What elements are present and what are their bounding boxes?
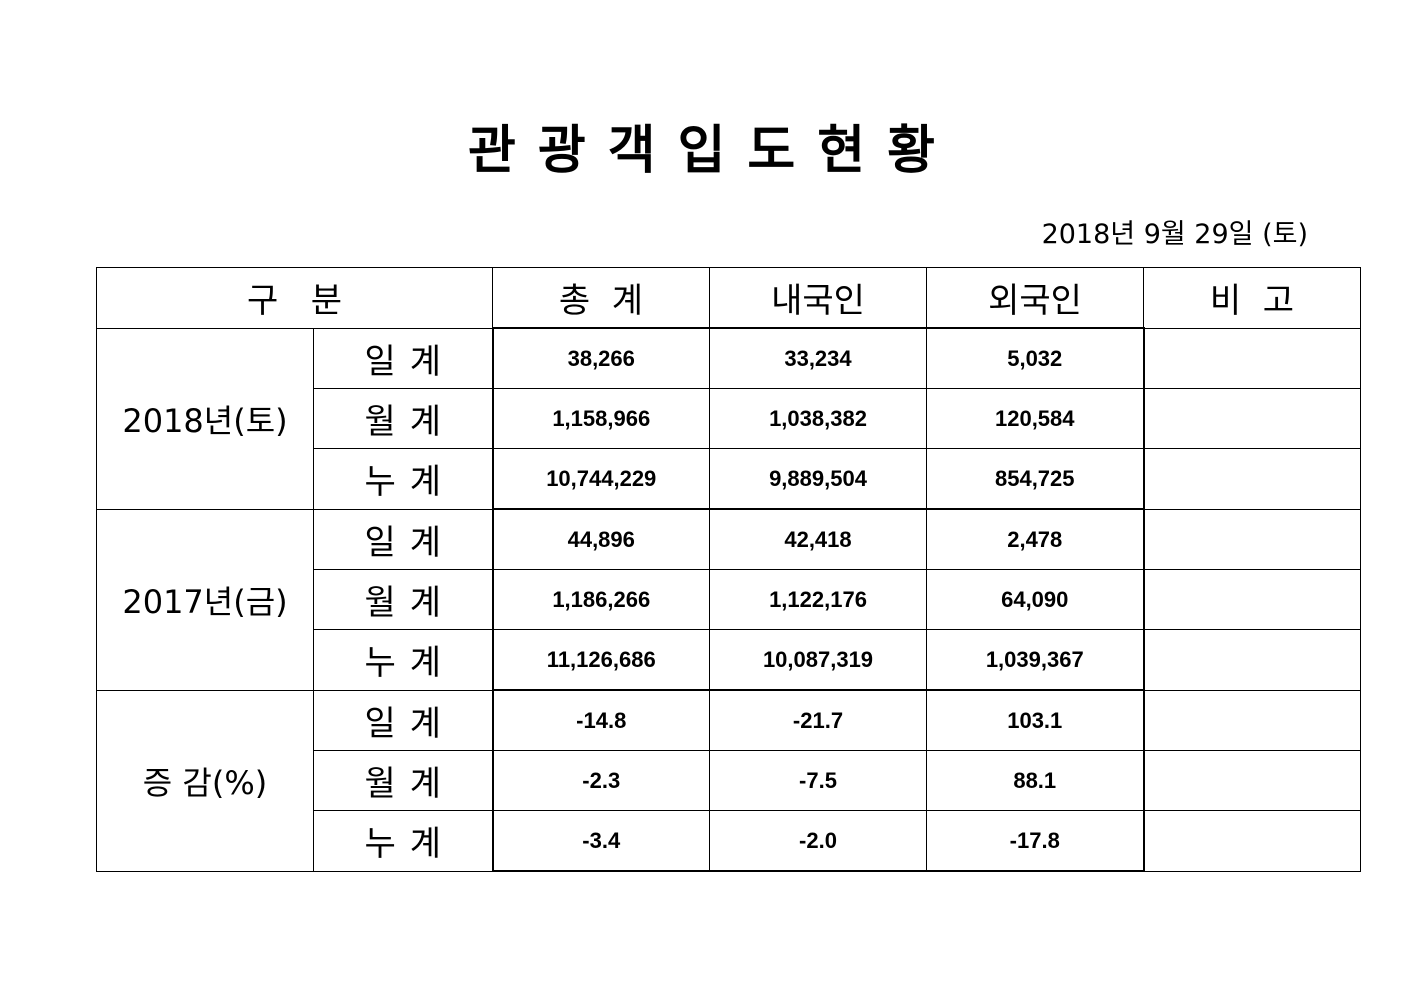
cell-note [1143, 750, 1361, 811]
cell-foreign: -17.8 [926, 810, 1145, 872]
group-label-2017: 2017년(금) [96, 508, 314, 691]
cell-total: 1,158,966 [491, 388, 710, 449]
cell-total: -14.8 [491, 689, 710, 751]
cell-foreign: 120,584 [926, 388, 1145, 449]
table-row: 월계 1,158,966 1,038,382 120,584 [97, 388, 1361, 449]
row-label: 월계 [313, 388, 493, 449]
cell-note [1143, 689, 1361, 751]
cell-foreign: 854,725 [926, 448, 1145, 510]
tourist-arrival-table: 구 분 총 계 내국인 외국인 비 고 2018년(토) 일계 38,266 3… [96, 267, 1361, 872]
table-row: 월계 1,186,266 1,122,176 64,090 [97, 569, 1361, 630]
table-row: 2018년(토) 일계 38,266 33,234 5,032 [96, 327, 1361, 510]
cell-total: -2.3 [491, 750, 710, 811]
table-row: 누계 10,744,229 9,889,504 854,725 [97, 448, 1361, 510]
row-label: 일계 [313, 689, 493, 751]
table-row: 2017년(금) 일계 44,896 42,418 2,478 [96, 508, 1361, 691]
cell-domestic: 1,122,176 [709, 569, 927, 630]
group-label-change: 증 감(%) [96, 689, 314, 872]
cell-domestic: 1,038,382 [709, 388, 927, 449]
cell-note [1143, 629, 1361, 691]
cell-total: 11,126,686 [491, 629, 710, 691]
header-total: 총 계 [492, 267, 710, 329]
row-label: 누계 [313, 810, 493, 872]
header-row: 구 분 총 계 내국인 외국인 비 고 [96, 267, 1361, 329]
cell-total: 1,186,266 [491, 569, 710, 630]
cell-domestic: -2.0 [709, 810, 927, 872]
row-label: 누계 [313, 629, 493, 691]
cell-total: 10,744,229 [491, 448, 710, 510]
cell-total: -3.4 [491, 810, 710, 872]
cell-foreign: 64,090 [926, 569, 1145, 630]
cell-foreign: 1,039,367 [926, 629, 1145, 691]
row-label: 월계 [313, 569, 493, 630]
cell-total: 44,896 [491, 508, 710, 570]
table-row: 증 감(%) 일계 -14.8 -21.7 103.1 [96, 689, 1361, 872]
cell-note [1143, 448, 1361, 510]
cell-domestic: -7.5 [709, 750, 927, 811]
table-row: 누계 11,126,686 10,087,319 1,039,367 [97, 629, 1361, 691]
group-label-2018: 2018년(토) [96, 327, 314, 510]
row-label: 누계 [313, 448, 493, 510]
cell-foreign: 103.1 [926, 689, 1145, 751]
header-foreign: 외국인 [926, 267, 1144, 329]
cell-total: 38,266 [491, 327, 710, 389]
cell-note [1143, 388, 1361, 449]
cell-note [1143, 810, 1361, 872]
table-row: 월계 -2.3 -7.5 88.1 [97, 750, 1361, 811]
cell-domestic: 10,087,319 [709, 629, 927, 691]
row-label: 일계 [313, 508, 493, 570]
report-date: 2018년 9월 29일 (토) [1041, 219, 1308, 250]
header-category: 구 분 [96, 267, 493, 329]
cell-note [1143, 569, 1361, 630]
cell-domestic: -21.7 [709, 689, 927, 751]
header-note: 비 고 [1143, 267, 1361, 329]
cell-foreign: 5,032 [926, 327, 1145, 389]
row-label: 일계 [313, 327, 493, 389]
cell-foreign: 2,478 [926, 508, 1145, 570]
cell-domestic: 33,234 [709, 327, 927, 389]
cell-foreign: 88.1 [926, 750, 1145, 811]
cell-note [1143, 327, 1361, 389]
cell-domestic: 9,889,504 [709, 448, 927, 510]
cell-domestic: 42,418 [709, 508, 927, 570]
header-domestic: 내국인 [709, 267, 927, 329]
page-title: 관광객입도현황 [468, 121, 957, 181]
table-row: 누계 -3.4 -2.0 -17.8 [97, 810, 1361, 872]
cell-note [1143, 508, 1361, 570]
row-label: 월계 [313, 750, 493, 811]
